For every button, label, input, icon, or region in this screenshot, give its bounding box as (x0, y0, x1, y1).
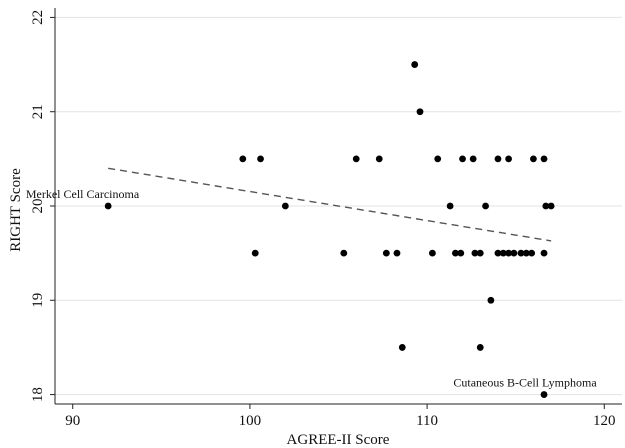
y-axis-title: RIGHT Score (8, 168, 24, 252)
data-point (382, 249, 390, 257)
data-point (494, 249, 502, 257)
y-tick-label: 21 (30, 104, 46, 119)
data-point (528, 249, 536, 257)
data-point (393, 249, 401, 257)
data-point (499, 249, 507, 257)
data-point (352, 155, 360, 163)
data-point (411, 61, 419, 68)
x-tick-label: 120 (593, 413, 616, 429)
data-point (510, 249, 518, 257)
data-point (429, 249, 436, 257)
data-point (522, 249, 530, 257)
data-point (416, 108, 424, 116)
y-tick-label: 19 (30, 293, 46, 308)
data-point (239, 155, 247, 163)
fit-line (108, 167, 552, 242)
data-point (434, 155, 442, 163)
data-point (505, 155, 512, 163)
data-point (476, 249, 484, 257)
x-tick-label: 100 (239, 413, 262, 429)
annotations: Merkel Cell Carcinoma Cutaneous B-Cell Ly… (26, 187, 598, 390)
data-point (530, 155, 537, 163)
data-point (517, 249, 525, 257)
data-point (542, 202, 550, 210)
data-point (547, 202, 555, 210)
point-annotation: Cutaneous B-Cell Lymphoma (453, 376, 597, 390)
y-tick-label: 20 (30, 199, 46, 214)
data-point (469, 155, 477, 163)
data-point (340, 249, 348, 257)
data-point (104, 202, 112, 210)
data-point (375, 155, 383, 163)
y-tick-label: 22 (30, 10, 46, 25)
point-annotation: Merkel Cell Carcinoma (26, 187, 140, 201)
data-point (505, 249, 512, 257)
data-point (457, 249, 465, 257)
x-tick-labels: 90 100 110 120 (65, 413, 615, 429)
data-point (476, 344, 484, 351)
fit-line-group (108, 167, 552, 242)
data-point (459, 155, 466, 163)
data-point (482, 202, 489, 210)
x-tick-label: 110 (416, 413, 438, 429)
axes (50, 8, 622, 409)
y-tick-labels: 18 19 20 21 22 (30, 10, 46, 402)
data-point (540, 155, 548, 163)
data-point (540, 391, 548, 398)
data-point (281, 202, 289, 210)
x-axis-title: AGREE-II Score (287, 432, 390, 448)
data-points (104, 61, 555, 398)
data-point (398, 344, 406, 351)
y-tick-label: 18 (30, 387, 46, 402)
data-point (471, 249, 479, 257)
data-point (452, 249, 459, 257)
x-tick-label: 90 (65, 413, 80, 429)
data-point (446, 202, 454, 210)
data-point (494, 155, 502, 163)
data-point (540, 249, 548, 257)
data-point (251, 249, 259, 257)
data-point (257, 155, 264, 163)
data-point (487, 296, 495, 304)
